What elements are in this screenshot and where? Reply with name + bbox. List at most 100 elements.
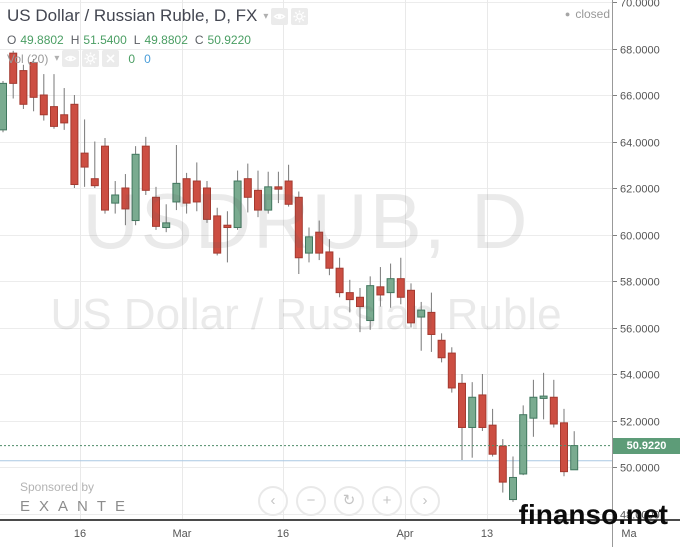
candle xyxy=(284,180,293,205)
candle xyxy=(243,178,252,198)
candle xyxy=(345,292,354,301)
candle xyxy=(437,339,446,359)
candle xyxy=(141,145,150,191)
candle xyxy=(529,396,538,419)
candle xyxy=(305,236,313,254)
price-tick-label: 66.0000 xyxy=(620,91,660,103)
candle xyxy=(447,352,456,389)
candle xyxy=(172,182,181,203)
price-tick-label: 58.0000 xyxy=(620,277,660,289)
candle xyxy=(203,187,211,220)
candle xyxy=(478,394,487,428)
candle xyxy=(80,152,89,168)
toggle-visibility-button[interactable] xyxy=(271,7,289,25)
low-label: L xyxy=(133,32,141,47)
low-value: 49.8802 xyxy=(144,32,188,47)
volume-ma-value: 0 xyxy=(144,51,151,66)
candle xyxy=(121,187,130,210)
volume-value: 0 xyxy=(128,51,136,66)
status-text: closed xyxy=(575,7,610,21)
time-axis-border xyxy=(0,519,680,521)
settings-button[interactable] xyxy=(291,7,309,25)
indicator-visibility-button[interactable] xyxy=(62,50,80,67)
candle xyxy=(366,285,375,322)
time-tick-label: 13 xyxy=(481,528,493,540)
candle xyxy=(254,189,262,211)
pan-left-button[interactable]: ‹ xyxy=(258,486,288,516)
candle xyxy=(294,196,303,259)
site-watermark: finanso.net xyxy=(518,499,668,530)
candle xyxy=(162,222,171,229)
sponsor-logo[interactable]: EXANTE xyxy=(20,498,135,515)
symbol-title-row: US Dollar / Russian Ruble, D, FX ▾ xyxy=(7,3,309,29)
price-tick-label: 70.0000 xyxy=(620,0,660,10)
candle xyxy=(50,106,58,127)
candle xyxy=(458,382,466,428)
close-icon xyxy=(106,54,115,63)
candle xyxy=(101,145,109,211)
ohlc-row: O 49.8802 H 51.5400 L 49.8802 C 50.9220 xyxy=(7,31,308,48)
high-value: 51.5400 xyxy=(83,32,127,47)
zoom-out-button[interactable]: − xyxy=(296,486,326,516)
candle xyxy=(152,196,160,227)
candle xyxy=(233,180,242,229)
price-tick-label: 50.0000 xyxy=(620,463,660,475)
sponsored-by-label: Sponsored by xyxy=(20,480,95,494)
eye-icon xyxy=(64,55,78,62)
zoom-in-button[interactable]: + xyxy=(372,486,402,516)
candle xyxy=(29,61,38,98)
indicator-settings-button[interactable] xyxy=(82,50,100,67)
chevron-down-icon[interactable]: ▾ xyxy=(54,53,60,64)
reset-button[interactable]: ↻ xyxy=(334,486,364,516)
candle xyxy=(274,186,283,190)
market-status: ● closed xyxy=(565,7,610,21)
candle xyxy=(396,278,405,298)
price-tick-label: 56.0000 xyxy=(620,324,660,336)
close-value: 50.9220 xyxy=(207,32,251,47)
candle xyxy=(386,278,395,294)
open-label: O xyxy=(7,32,17,47)
candle xyxy=(356,296,364,308)
candle xyxy=(509,476,517,501)
candle xyxy=(19,70,28,105)
price-tick-label: 52.0000 xyxy=(620,417,660,429)
open-value: 49.8802 xyxy=(20,32,64,47)
candle xyxy=(90,178,99,187)
close-label: C xyxy=(194,32,204,47)
candle xyxy=(315,231,324,254)
price-tick-label: 48.0000 xyxy=(620,510,660,522)
candle xyxy=(407,289,415,324)
candle xyxy=(468,396,477,428)
eye-icon xyxy=(273,13,287,19)
candle xyxy=(427,311,436,335)
symbol-title[interactable]: US Dollar / Russian Ruble, D, FX xyxy=(7,6,258,25)
volume-indicator-label[interactable]: Vol (20) xyxy=(7,51,49,66)
candle xyxy=(488,424,497,455)
candle xyxy=(111,194,120,204)
chevron-down-icon[interactable]: ▾ xyxy=(263,10,269,22)
candle xyxy=(223,224,232,229)
chart-legend: US Dollar / Russian Ruble, D, FX ▾ xyxy=(7,3,309,67)
price-tick-label: 68.0000 xyxy=(620,45,660,57)
time-tick-label: Mar xyxy=(173,528,192,540)
status-dot-icon: ● xyxy=(564,9,571,19)
pan-right-button[interactable]: › xyxy=(410,486,440,516)
indicator-remove-button[interactable] xyxy=(102,50,120,67)
candle xyxy=(519,414,528,475)
time-tick-label: Apr xyxy=(396,528,413,540)
candle xyxy=(192,180,201,203)
candle xyxy=(498,445,507,483)
candle xyxy=(560,422,568,473)
time-tick-label: 16 xyxy=(74,528,86,540)
gear-icon xyxy=(293,10,306,22)
candle xyxy=(9,52,18,84)
candle xyxy=(335,267,344,294)
volume-indicator-row: Vol (20) ▾ xyxy=(7,50,308,67)
candle xyxy=(539,395,548,399)
candle xyxy=(264,186,273,211)
candle xyxy=(549,396,558,425)
candle xyxy=(182,178,191,204)
time-tick-label: Ma xyxy=(621,528,637,540)
